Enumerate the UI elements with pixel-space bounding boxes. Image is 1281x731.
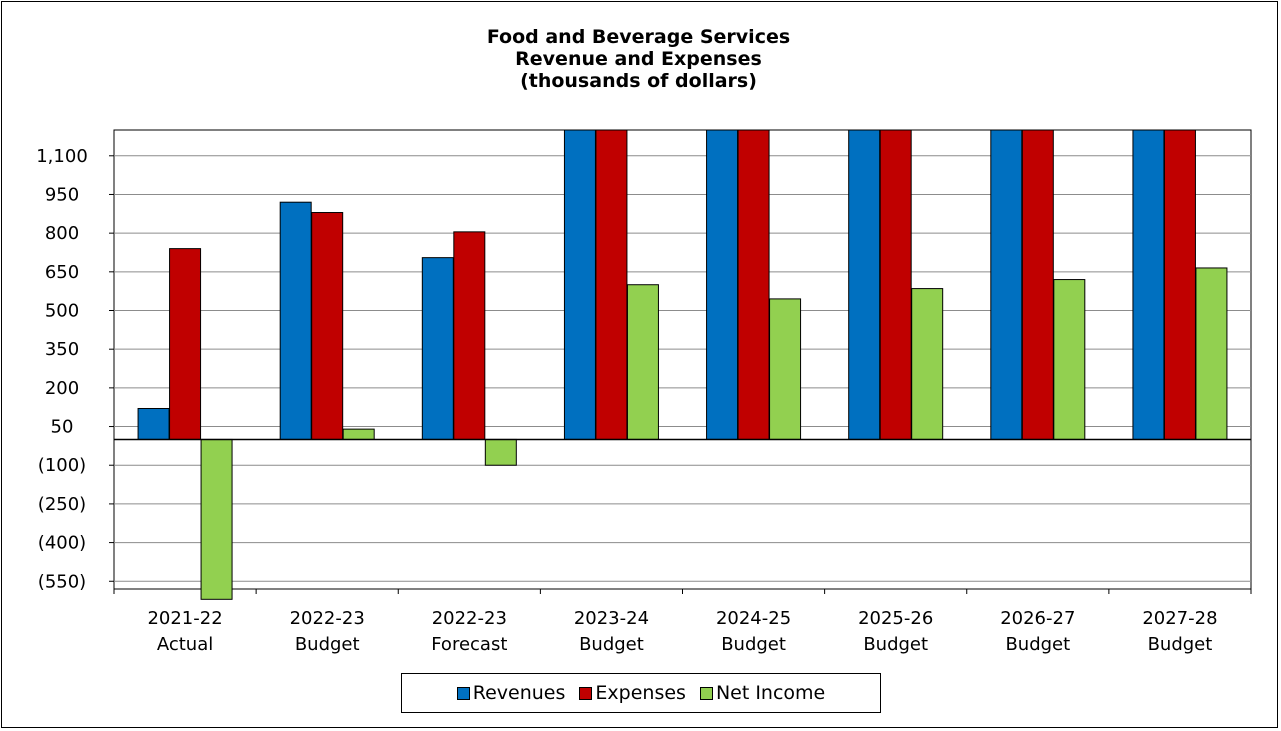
bar-expenses [879,129,912,440]
y-tick-label: 50 [51,417,74,438]
bar-revenues [848,129,881,440]
chart-title-line-1: Food and Beverage Services [486,26,791,48]
legend-item-revenues: Revenues [456,682,566,704]
bar-net-income [1053,279,1086,440]
y-tick-label: 650 [45,262,79,283]
y-tick-label: 800 [45,223,79,244]
bar-revenues [563,129,596,440]
y-tick-label: (250) [38,494,86,515]
y-tick-label: 500 [45,301,79,322]
legend-label-net-income: Net Income [715,682,826,704]
bar-revenues [137,407,170,440]
y-tick-label: (400) [38,533,86,554]
legend-item-expenses: Expenses [579,682,686,704]
y-tick-label: 200 [45,378,79,399]
legend-swatch-expenses [579,686,593,700]
x-category-label: Budget [1005,634,1070,655]
bar-revenues [990,129,1023,440]
legend-swatch-net-income [699,686,713,700]
bar-net-income [769,298,802,440]
legend: Revenues Expenses Net Income [401,673,881,713]
legend-label-expenses: Expenses [595,682,686,704]
x-category-label: 2021-22 [147,608,222,629]
bar-expenses [1163,129,1196,440]
bar-net-income [626,284,659,440]
y-tick-label: (550) [38,571,86,592]
x-category-label: Actual [157,634,213,655]
x-category-label: 2023-24 [574,608,649,629]
bar-revenues [706,129,739,440]
y-tick-label: (100) [38,455,86,476]
legend-swatch-revenues [456,686,470,700]
bar-expenses [1021,129,1054,440]
legend-label-revenues: Revenues [472,682,566,704]
bar-net-income [342,428,375,440]
bar-net-income [911,288,944,440]
bar-net-income [484,438,517,466]
bar-expenses [737,129,770,440]
legend-item-net-income: Net Income [699,682,826,704]
x-category-label: Forecast [431,634,507,655]
chart-title-line-2: Revenue and Expenses [515,48,762,70]
bar-net-income [200,438,233,600]
bar-expenses [311,212,344,440]
x-category-label: 2027-28 [1142,608,1217,629]
x-category-label: 2022-23 [432,608,507,629]
bar-revenues [1132,129,1165,440]
bar-revenues [279,201,312,440]
bar-expenses [453,231,486,440]
x-category-label: Budget [1148,634,1213,655]
y-tick-label: 1,100 [36,146,88,167]
x-category-label: Budget [721,634,786,655]
bar-expenses [169,248,202,440]
bar-expenses [595,129,628,440]
x-category-label: 2026-27 [1000,608,1075,629]
x-category-label: 2025-26 [858,608,933,629]
x-category-label: 2024-25 [716,608,791,629]
x-category-label: Budget [295,634,360,655]
y-tick-label: 350 [45,339,79,360]
bar-revenues [421,257,454,440]
x-category-label: Budget [863,634,928,655]
chart-title-line-3: (thousands of dollars) [520,70,757,92]
x-category-label: 2022-23 [290,608,365,629]
y-tick-label: 950 [45,184,79,205]
bar-net-income [1195,267,1228,440]
x-category-label: Budget [579,634,644,655]
